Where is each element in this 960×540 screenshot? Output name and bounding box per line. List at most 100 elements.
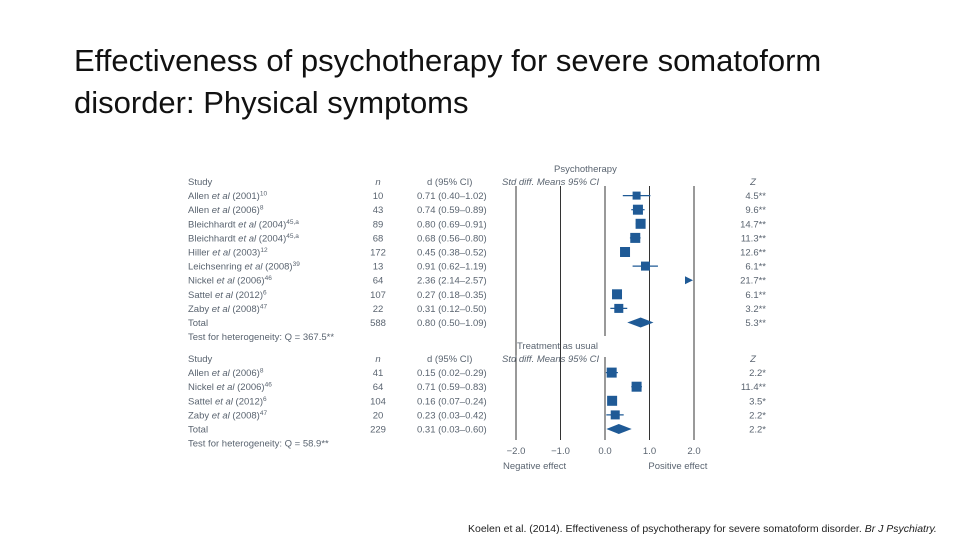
study-n: 107 — [370, 290, 386, 301]
slide-title: Effectiveness of psychotherapy for sever… — [74, 43, 822, 120]
column-header-d: d (95% CI) — [427, 177, 472, 188]
study-n: 172 — [370, 248, 386, 259]
study-n: 64 — [373, 382, 384, 393]
study-label: Allen et al (2006)8 — [188, 368, 264, 380]
study-estimate-marker — [610, 410, 620, 420]
study-z: 11.4** — [741, 382, 766, 393]
group-title: Treatment as usual — [517, 341, 598, 352]
study-z: 6.1** — [745, 262, 766, 273]
total-d: 0.80 (0.50–1.09) — [417, 318, 487, 329]
column-header-z: Z — [749, 177, 757, 188]
column-header-d: d (95% CI) — [427, 354, 472, 365]
study-estimate-marker — [632, 204, 643, 215]
study-z: 21.7** — [740, 276, 766, 287]
study-z: 2.2* — [749, 368, 766, 379]
study-estimate-marker — [640, 261, 650, 271]
column-header-plot: Std diff. Means 95% CI — [502, 177, 600, 188]
study-d: 0.27 (0.18–0.35) — [417, 290, 487, 301]
x-tick-label: −1.0 — [551, 446, 570, 457]
heterogeneity-test: Test for heterogeneity: Q = 58.9** — [188, 439, 329, 450]
total-z: 5.3** — [745, 318, 766, 329]
citation-text: Koelen et al. (2014). Effectiveness of p… — [468, 523, 862, 535]
total-z: 2.2* — [749, 425, 766, 436]
study-label: Hiller et al (2003)12 — [188, 247, 268, 259]
x-tick-label: 1.0 — [643, 446, 656, 457]
study-label: Bleichhardt et al (2004)45,a — [188, 219, 299, 231]
total-d: 0.31 (0.03–0.60) — [417, 425, 487, 436]
study-estimate-marker — [614, 303, 624, 313]
study-n: 22 — [373, 304, 384, 315]
study-d: 0.71 (0.59–0.83) — [417, 382, 487, 393]
study-d: 0.15 (0.02–0.29) — [417, 368, 487, 379]
study-label: Allen et al (2006)8 — [188, 205, 264, 217]
study-n: 43 — [373, 205, 384, 216]
heterogeneity-test: Test for heterogeneity: Q = 367.5** — [188, 332, 334, 343]
study-estimate-marker — [620, 247, 631, 257]
study-estimate-marker — [607, 395, 618, 406]
study-d: 0.23 (0.03–0.42) — [417, 410, 487, 421]
citation-journal: Br J Psychiatry. — [864, 523, 937, 535]
study-d: 0.45 (0.38–0.52) — [417, 248, 487, 259]
study-z: 6.1** — [745, 290, 766, 301]
study-d: 0.80 (0.69–0.91) — [417, 219, 487, 230]
study-z: 3.2** — [745, 304, 766, 315]
study-z: 9.6** — [745, 205, 766, 216]
column-header-plot: Std diff. Means 95% CI — [502, 354, 600, 365]
study-n: 89 — [373, 219, 384, 230]
column-header-study: Study — [188, 177, 213, 188]
column-header-n: n — [375, 354, 380, 365]
study-d: 0.91 (0.62–1.19) — [417, 262, 487, 273]
study-n: 10 — [373, 191, 384, 202]
column-header-z: Z — [749, 354, 757, 365]
study-n: 64 — [373, 276, 384, 287]
x-tick-label: −2.0 — [507, 446, 526, 457]
negative-effect-label: Negative effect — [503, 461, 567, 472]
study-estimate-marker — [612, 289, 623, 300]
study-label: Allen et al (2001)10 — [188, 191, 267, 203]
study-n: 68 — [373, 233, 384, 244]
study-d: 0.16 (0.07–0.24) — [417, 396, 487, 407]
study-label: Nickel et al (2006)46 — [188, 382, 272, 394]
group-title: Psychotherapy — [554, 164, 617, 175]
study-d: 0.68 (0.56–0.80) — [417, 233, 487, 244]
pooled-estimate-diamond — [606, 424, 632, 434]
study-estimate-marker — [606, 367, 617, 378]
total-n: 588 — [370, 318, 386, 329]
forest-plot: Psychotherapy Study n d (95% CI) Std diff. M… — [188, 164, 766, 472]
study-label: Sattel et al (2012)6 — [188, 396, 267, 408]
total-label: Total — [188, 425, 208, 436]
study-label: Nickel et al (2006)46 — [188, 275, 272, 287]
citation: Koelen et al. (2014). Effectiveness of p… — [468, 523, 937, 535]
column-header-n: n — [375, 177, 380, 188]
study-estimate-marker — [635, 218, 646, 229]
positive-effect-label: Positive effect — [648, 461, 707, 472]
study-n: 20 — [373, 410, 384, 421]
study-z: 4.5** — [745, 191, 766, 202]
study-d: 0.71 (0.40–1.02) — [417, 191, 487, 202]
study-z: 14.7** — [740, 219, 766, 230]
study-n: 41 — [373, 368, 384, 379]
total-n: 229 — [370, 425, 386, 436]
study-d: 0.74 (0.59–0.89) — [417, 205, 487, 216]
study-label: Leichsenring et al (2008)39 — [188, 261, 300, 273]
study-estimate-marker — [631, 381, 642, 392]
pooled-estimate-diamond — [627, 317, 654, 328]
x-tick-label: 2.0 — [687, 446, 700, 457]
study-n: 13 — [373, 262, 384, 273]
study-estimate-marker — [632, 191, 641, 200]
offscale-arrow-marker — [685, 276, 693, 285]
study-z: 12.6** — [740, 248, 766, 259]
study-z: 2.2* — [749, 410, 766, 421]
study-d: 2.36 (2.14–2.57) — [417, 276, 487, 287]
x-tick-label: 0.0 — [598, 446, 611, 457]
study-z: 11.3** — [741, 233, 766, 244]
study-label: Sattel et al (2012)6 — [188, 289, 267, 301]
total-label: Total — [188, 318, 208, 329]
study-label: Zaby et al (2008)47 — [188, 410, 267, 422]
study-n: 104 — [370, 396, 386, 407]
study-label: Zaby et al (2008)47 — [188, 303, 267, 315]
study-label: Bleichhardt et al (2004)45,a — [188, 233, 299, 245]
study-estimate-marker — [630, 232, 641, 243]
study-z: 3.5* — [749, 396, 766, 407]
study-d: 0.31 (0.12–0.50) — [417, 304, 487, 315]
